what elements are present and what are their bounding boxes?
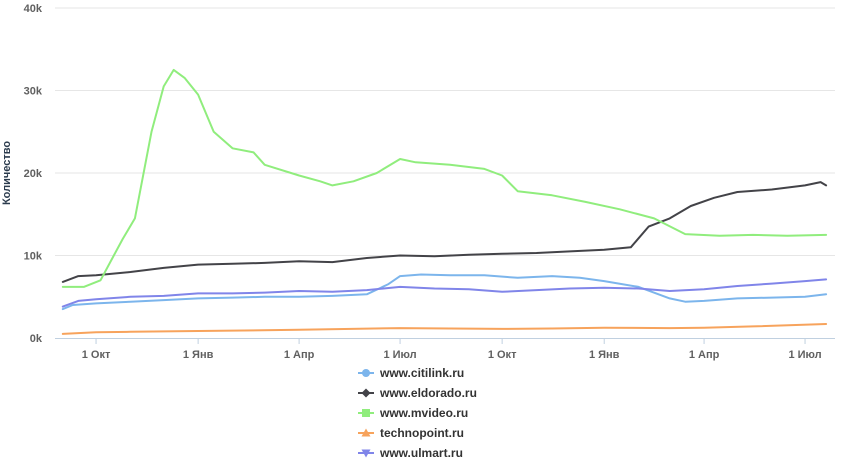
legend: www.citilink.ru www.eldorado.ru www.mvideo… — [358, 366, 477, 460]
legend-label: www.ulmart.ru — [379, 446, 463, 460]
series-line-1 — [61, 181, 828, 283]
legend-marker-diamond-icon — [361, 388, 371, 398]
x-tick-label: 1 Янв — [589, 349, 620, 361]
y-tick-label: 40k — [24, 3, 43, 15]
legend-marker-square-icon — [362, 409, 370, 417]
x-tick-label: 1 Июл — [788, 349, 821, 361]
series-line-0 — [61, 273, 828, 311]
legend-item: technopoint.ru — [358, 426, 464, 440]
series-line-3 — [61, 323, 828, 335]
x-tick-label: 1 Апр — [689, 349, 720, 361]
x-axis: 1 Окт 1 Янв 1 Апр 1 Июл 1 Окт 1 Янв 1 Апр 1 Июл — [55, 338, 835, 361]
grid-lines — [55, 7, 835, 256]
legend-marker-triangle-icon — [361, 428, 371, 437]
x-tick-label: 1 Апр — [284, 349, 315, 361]
legend-marker-circle-icon — [362, 369, 370, 377]
series-lines — [61, 68, 828, 335]
y-tick-label: 20k — [24, 168, 43, 180]
y-axis-title: Количество — [1, 141, 13, 205]
series-line-2 — [61, 68, 828, 288]
x-tick-label: 1 Янв — [183, 349, 214, 361]
legend-item: www.eldorado.ru — [358, 386, 477, 400]
y-tick-label: 0k — [30, 333, 43, 345]
y-axis: 0k 10k 20k 30k 40k — [24, 3, 43, 345]
legend-label: www.mvideo.ru — [379, 406, 468, 420]
legend-item: www.mvideo.ru — [358, 406, 468, 420]
legend-label: technopoint.ru — [380, 426, 464, 440]
legend-item: www.citilink.ru — [358, 366, 464, 380]
legend-marker-triangle-down-icon — [361, 449, 371, 458]
x-tick-label: 1 Окт — [82, 349, 111, 361]
x-tick-label: 1 Окт — [488, 349, 517, 361]
series-line-4 — [61, 278, 828, 308]
legend-item: www.ulmart.ru — [358, 446, 463, 460]
y-tick-label: 30k — [24, 86, 43, 98]
legend-label: www.citilink.ru — [379, 366, 464, 380]
legend-label: www.eldorado.ru — [379, 386, 477, 400]
x-tick-label: 1 Июл — [383, 349, 416, 361]
y-tick-label: 10k — [24, 251, 43, 263]
